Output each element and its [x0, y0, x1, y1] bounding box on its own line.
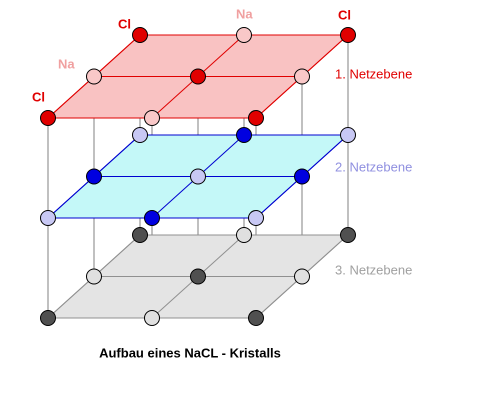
- atom: [144, 310, 160, 326]
- atom: [132, 227, 148, 243]
- atom-label: Na: [236, 6, 253, 21]
- plane-label: 3. Netzebene: [335, 262, 412, 277]
- atom: [294, 268, 310, 285]
- atom: [144, 110, 160, 126]
- atom: [340, 27, 356, 43]
- plane-label: 1. Netzebene: [335, 66, 412, 81]
- atom: [294, 168, 310, 185]
- atom: [236, 127, 252, 143]
- atom: [86, 68, 102, 85]
- caption: Aufbau eines NaCL - Kristalls: [99, 345, 281, 360]
- atom: [190, 168, 206, 185]
- plane-label: 2. Netzebene: [335, 159, 412, 174]
- atom: [132, 127, 148, 143]
- atom: [40, 110, 56, 126]
- atom-label: Cl: [32, 89, 45, 104]
- atom: [236, 227, 252, 243]
- atom: [40, 210, 56, 226]
- atom: [190, 68, 206, 85]
- atom: [248, 210, 264, 226]
- atom: [340, 127, 356, 143]
- atom-label: Cl: [338, 7, 351, 22]
- atom: [86, 168, 102, 185]
- atom: [86, 268, 102, 285]
- atom: [40, 310, 56, 326]
- atom: [190, 268, 206, 285]
- atom: [340, 227, 356, 243]
- atom: [236, 27, 252, 43]
- atom: [248, 310, 264, 326]
- atom: [294, 68, 310, 85]
- atom-label: Cl: [118, 16, 131, 31]
- lattice: [40, 27, 356, 326]
- atom-label: Na: [58, 56, 75, 71]
- atom: [132, 27, 148, 43]
- atom: [248, 110, 264, 126]
- atom: [144, 210, 160, 226]
